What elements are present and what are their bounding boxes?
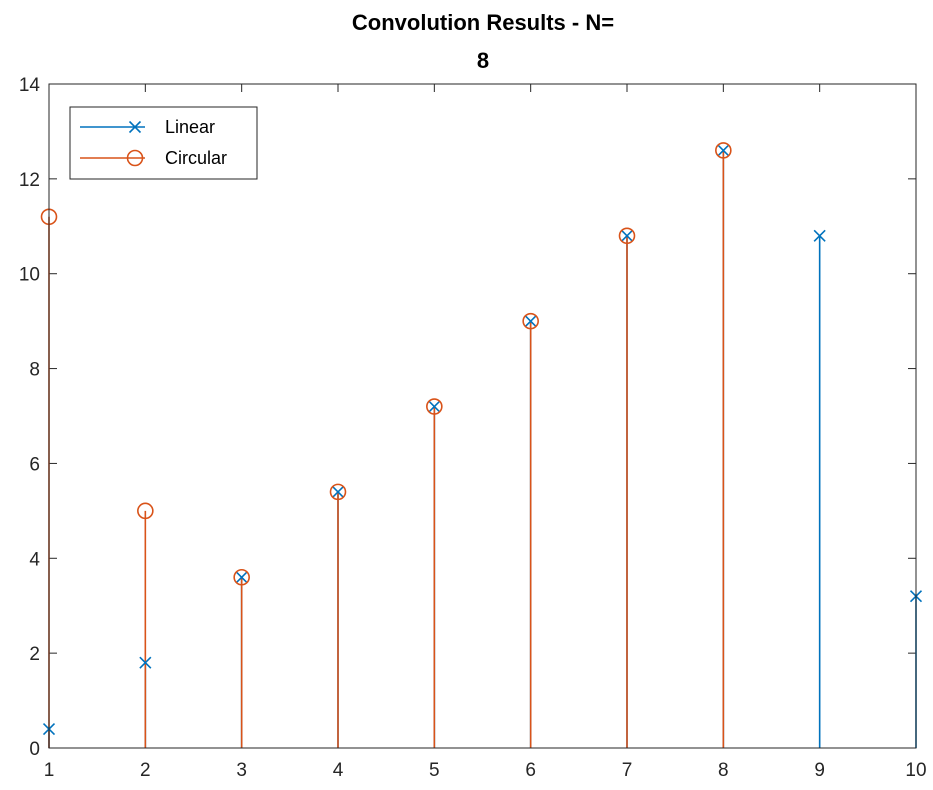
marker-circular — [137, 502, 154, 520]
axes-box — [48, 83, 917, 749]
marker-circular — [426, 398, 443, 415]
marker-linear — [331, 485, 345, 498]
marker-linear — [139, 656, 152, 669]
cross-stroke — [717, 144, 730, 157]
marker-linear — [235, 571, 248, 584]
y-tick-label: 10 — [19, 265, 40, 286]
marker-circular — [522, 312, 539, 330]
x-tick-label: 3 — [236, 760, 247, 781]
legend-marker-linear — [128, 120, 142, 134]
y-tick-label: 8 — [29, 360, 40, 381]
x-tick-label: 4 — [333, 760, 344, 781]
legend-items: Linear Circular — [80, 117, 227, 168]
marker-linear — [524, 315, 537, 328]
marker-circular — [715, 142, 732, 159]
legend: Linear Circular — [69, 106, 258, 180]
x-tick-label: 9 — [814, 760, 825, 781]
cross-stroke — [524, 315, 537, 328]
y-tick-label: 2 — [29, 644, 40, 665]
marker-circular — [233, 568, 250, 586]
y-tick-label: 14 — [19, 75, 41, 96]
y-tick-label: 0 — [29, 739, 40, 760]
cross-stroke — [139, 656, 152, 669]
marker-circular — [329, 483, 347, 501]
x-tick-label: 2 — [140, 760, 151, 781]
marker-circular — [618, 227, 636, 245]
cross-stroke — [128, 120, 142, 134]
marker-linear — [813, 229, 826, 242]
cross-stroke — [235, 571, 248, 584]
y-tick-label: 6 — [29, 454, 40, 475]
marker-linear — [428, 400, 441, 413]
legend-marker-circular — [126, 149, 144, 167]
x-tick-label: 10 — [905, 760, 926, 781]
chart-title-line-2: 8 — [477, 48, 489, 73]
y-tick-label: 12 — [19, 170, 40, 191]
marker-linear — [620, 229, 634, 242]
legend-item-linear: Linear — [80, 117, 215, 137]
chart-title-line-1: Convolution Results - N= — [352, 10, 614, 35]
x-tick-label: 8 — [718, 760, 729, 781]
legend-label-circular: Circular — [165, 148, 227, 168]
legend-label-linear: Linear — [165, 117, 215, 137]
legend-item-circular: Circular — [80, 148, 227, 168]
x-tick-label: 6 — [525, 760, 536, 781]
cross-stroke — [331, 485, 345, 498]
x-tick-label: 5 — [429, 760, 440, 781]
legend-box — [69, 106, 258, 180]
marker-linear — [717, 144, 730, 157]
cross-stroke — [813, 229, 826, 242]
cross-stroke — [428, 400, 441, 413]
y-tick-label: 4 — [29, 549, 40, 570]
x-tick-label: 1 — [44, 760, 55, 781]
x-tick-label: 7 — [622, 760, 633, 781]
stems-layer — [48, 150, 917, 748]
cross-stroke — [620, 229, 634, 242]
markers-layer — [40, 142, 923, 736]
